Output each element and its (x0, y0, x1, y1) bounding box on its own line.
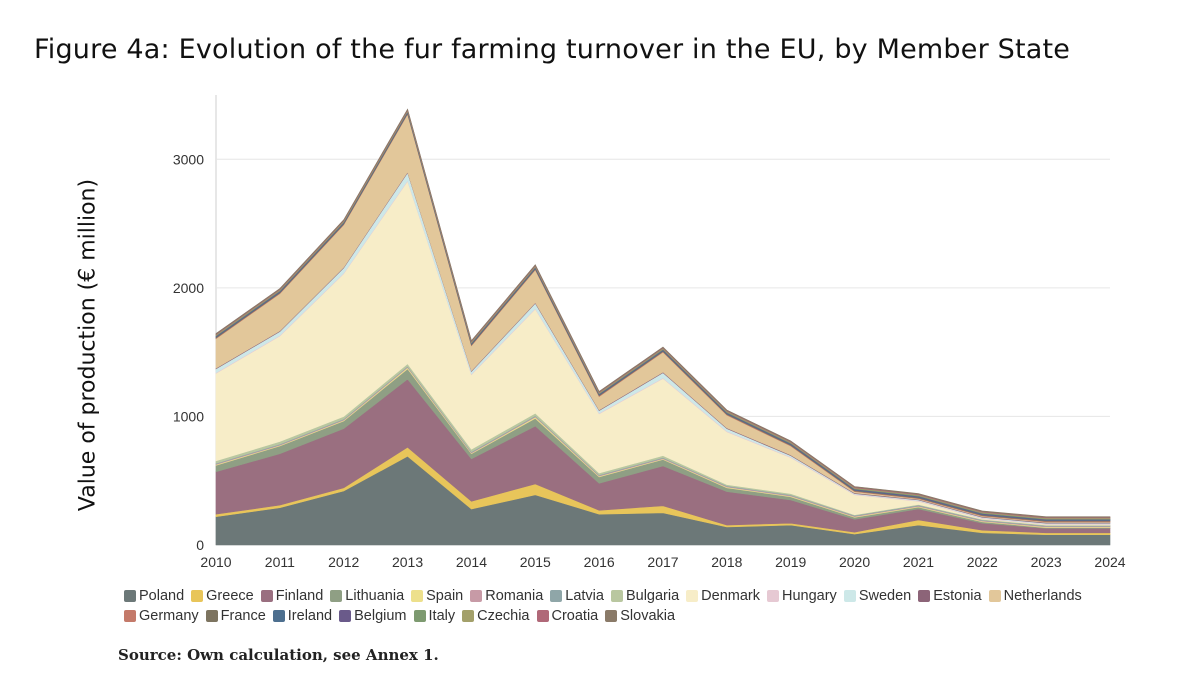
x-tick-label: 2011 (265, 554, 295, 570)
legend-swatch (918, 590, 931, 602)
figure-title: Figure 4a: Evolution of the fur farming … (34, 34, 1071, 65)
legend-item-sweden: Sweden (843, 588, 912, 604)
x-tick-label: 2013 (392, 554, 423, 570)
legend-item-bulgaria: Bulgaria (610, 588, 680, 604)
legend-label: Denmark (701, 588, 760, 604)
legend-item-france: France (205, 608, 266, 624)
legend-swatch (413, 610, 426, 622)
legend-swatch (470, 590, 483, 602)
legend-label: Czechia (477, 608, 530, 624)
legend-item-romania: Romania (470, 588, 543, 604)
y-tick-label: 0 (196, 537, 204, 553)
legend: Poland Greece Finland Lithuania Spain Romania… (124, 588, 1084, 624)
legend-item-ireland: Ireland (272, 608, 333, 624)
legend-item-spain: Spain (411, 588, 463, 604)
legend-swatch (767, 590, 779, 602)
legend-item-germany: Germany (124, 608, 199, 624)
legend-label: Ireland (287, 608, 333, 624)
x-tick-label: 2021 (903, 554, 934, 570)
area-slovakia (215, 108, 1111, 518)
legend-swatch (536, 610, 549, 622)
legend-label: Latvia (565, 588, 604, 604)
legend-swatch (411, 590, 424, 602)
legend-label: Hungary (782, 588, 837, 604)
legend-swatch (610, 590, 623, 602)
legend-item-italy: Italy (413, 608, 456, 624)
legend-item-netherlands: Netherlands (988, 588, 1082, 604)
legend-swatch (205, 610, 218, 622)
legend-label: Lithuania (345, 588, 405, 604)
legend-label: Netherlands (1003, 588, 1082, 604)
legend-label: Bulgaria (625, 588, 680, 604)
legend-item-denmark: Denmark (686, 588, 760, 604)
x-tick-label: 2018 (711, 554, 742, 570)
legend-swatch (272, 610, 285, 622)
x-tick-label: 2010 (200, 554, 231, 570)
legend-swatch (330, 590, 343, 602)
legend-label: Greece (206, 588, 254, 604)
legend-swatch (462, 610, 475, 622)
legend-item-lithuania: Lithuania (330, 588, 404, 604)
legend-label: Italy (428, 608, 456, 624)
legend-item-czechia: Czechia (462, 608, 530, 624)
y-tick-label: 1000 (173, 408, 204, 424)
legend-label: Sweden (858, 588, 912, 604)
legend-item-slovakia: Slovakia (605, 608, 675, 624)
legend-swatch (843, 590, 856, 602)
y-tick-label: 2000 (173, 280, 204, 296)
legend-swatch (260, 590, 273, 602)
legend-label: Romania (485, 588, 544, 604)
legend-swatch (686, 590, 699, 602)
legend-label: France (220, 608, 266, 624)
legend-item-hungary: Hungary (767, 588, 837, 604)
source-note: Source: Own calculation, see Annex 1. (118, 646, 439, 664)
legend-item-finland: Finland (260, 588, 324, 604)
legend-swatch (191, 590, 204, 602)
legend-label: Estonia (933, 588, 982, 604)
legend-label: Spain (426, 588, 464, 604)
x-tick-label: 2014 (456, 554, 487, 570)
legend-swatch (339, 610, 352, 622)
x-tick-label: 2016 (584, 554, 615, 570)
series-areas (215, 108, 1111, 546)
x-tick-label: 2015 (520, 554, 551, 570)
x-tick-label: 2024 (1094, 554, 1125, 570)
legend-label: Slovakia (620, 608, 676, 624)
legend-item-croatia: Croatia (536, 608, 599, 624)
legend-swatch (988, 590, 1001, 602)
legend-item-belgium: Belgium (339, 608, 407, 624)
legend-swatch (124, 610, 136, 622)
x-tick-label: 2023 (1031, 554, 1062, 570)
x-tick-label: 2020 (839, 554, 870, 570)
x-tick-label: 2017 (647, 554, 678, 570)
legend-swatch (124, 590, 136, 602)
legend-item-latvia: Latvia (550, 588, 604, 604)
legend-label: Belgium (354, 608, 407, 624)
legend-swatch (550, 590, 563, 602)
legend-item-greece: Greece (191, 588, 254, 604)
x-tick-labels: 2010 2011 2012 2013 2014 2015 2016 2017 2018 2019… (200, 554, 1125, 570)
legend-label: Croatia (551, 608, 599, 624)
legend-swatch (605, 610, 618, 622)
legend-item-estonia: Estonia (918, 588, 982, 604)
legend-item-poland: Poland (124, 588, 184, 604)
x-tick-label: 2019 (775, 554, 806, 570)
x-tick-label: 2012 (328, 554, 359, 570)
legend-label: Poland (139, 588, 185, 604)
y-tick-label: 3000 (173, 151, 204, 167)
legend-label: Germany (139, 608, 199, 624)
y-tick-labels: 0 1000 2000 3000 (173, 151, 204, 553)
legend-label: Finland (275, 588, 324, 604)
x-tick-label: 2022 (967, 554, 998, 570)
